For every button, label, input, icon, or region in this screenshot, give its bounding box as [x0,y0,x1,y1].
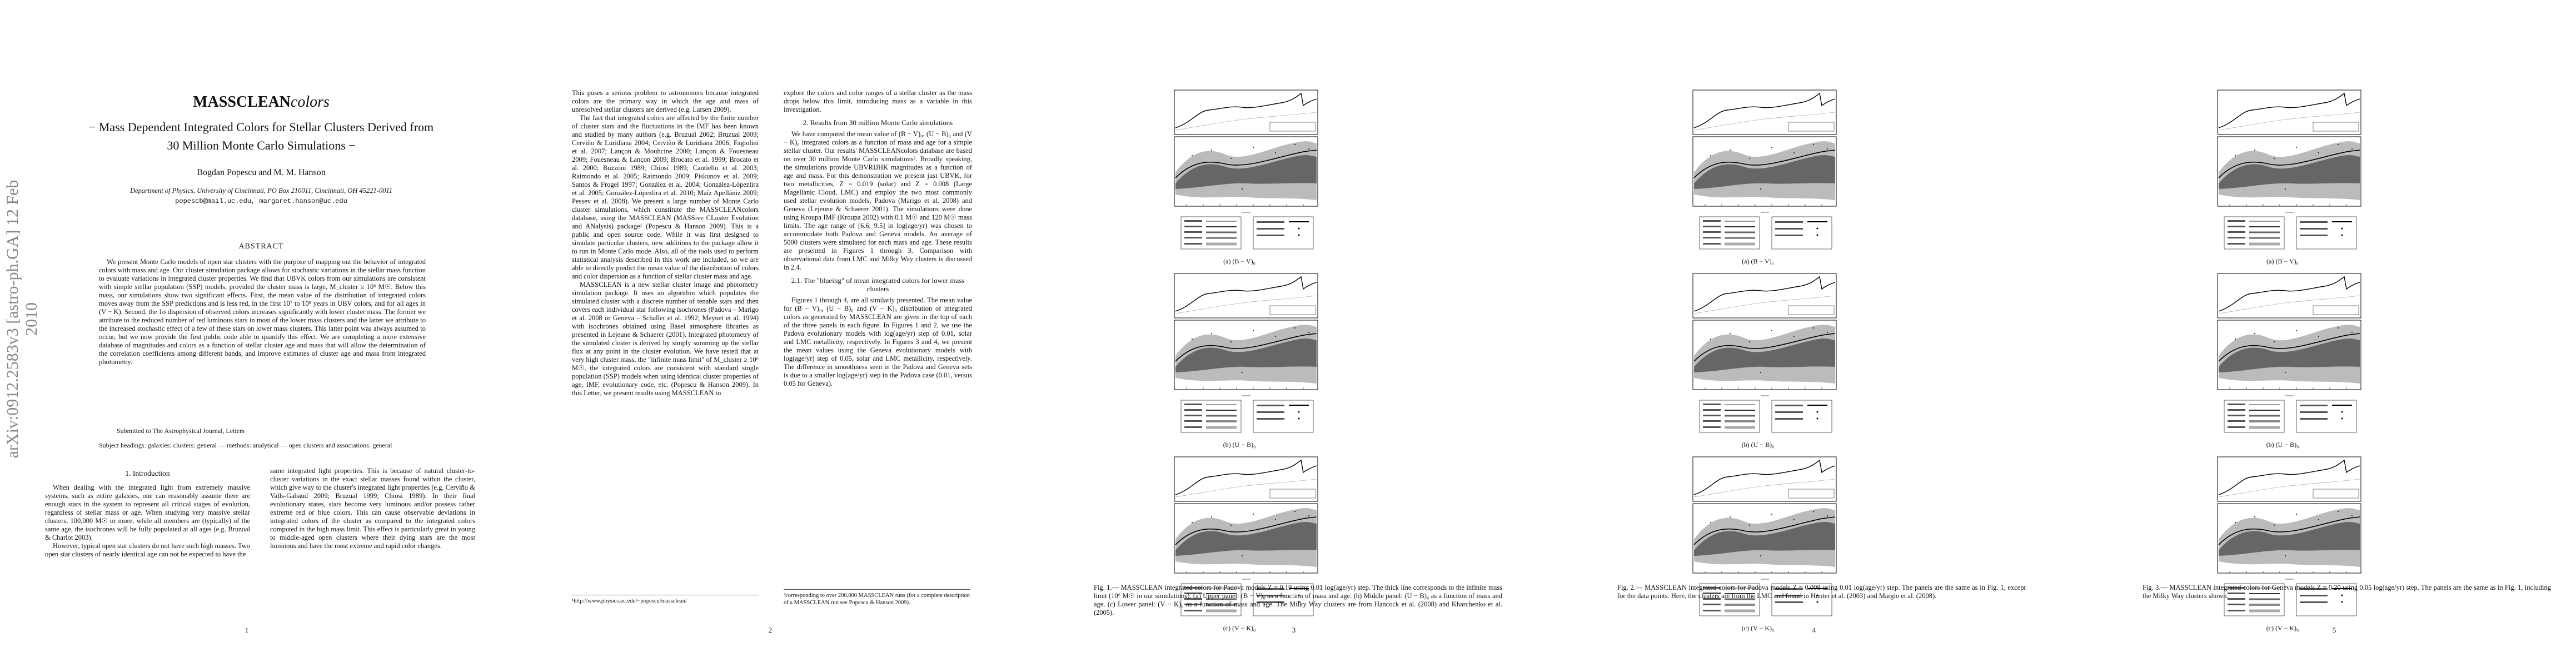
panel-caption: (a) (B − V)₀ [2266,257,2299,265]
paragraph: However, typical open star clusters do n… [45,542,250,558]
panel-caption: (c) (V − K)₀ [2266,624,2299,632]
affiliation: Department of Physics, University of Cin… [129,187,393,195]
page-number: 4 [1812,626,1816,634]
abstract: We present Monte Carlo models of open st… [99,258,426,366]
column: This poses a serious problem to astronom… [572,89,759,397]
paragraph: explore the colors and color ranges of a… [784,89,972,113]
figure-panel [1159,89,1320,258]
authors: Bogdan Popescu and M. M. Hanson [197,168,326,177]
column: same integrated light properties. This i… [270,467,475,550]
panel-caption: (c) (V − K)₀ [1223,624,1256,632]
plot [1693,273,1836,432]
plot [2218,273,2361,432]
figure-caption: Fig. 3.— MASSCLEAN integrated colors for… [2142,584,2551,600]
title-suffix: colors [290,93,330,111]
subject-headings: Subject headings: galaxies: clusters: ge… [99,441,392,449]
column: When dealing with the integrated light f… [45,484,250,559]
paragraph: Figures 1 through 4, are all similarly p… [784,296,972,387]
plot [1174,90,1318,249]
figure-caption: Fig. 2.— MASSCLEAN integrated colors for… [1617,584,2026,600]
panel-caption: (a) (B − V)₀ [1742,257,1774,265]
paragraph: This poses a serious problem to astronom… [572,89,759,113]
page-number: 1 [245,626,249,634]
panel-caption: (a) (B − V)₀ [1223,257,1255,265]
column: explore the colors and color ranges of a… [784,89,972,388]
paragraph: The fact that integrated colors are affe… [572,114,759,280]
figure-panel [1677,272,1838,442]
footnote: ¹http://www.physics.uc.edu/~popescu/mass… [572,595,759,605]
footnote: ²corresponding to over 200,000 MASSCLEAN… [784,589,970,606]
panel-caption: (c) (V − K)₀ [1741,624,1775,632]
section-heading: 1. Introduction [125,469,170,477]
paragraph: When dealing with the integrated light f… [45,484,250,541]
title-main: MASSCLEAN [193,93,291,111]
panel-caption: (b) (U − B)₀ [1223,441,1256,449]
panel-caption: (b) (U − B)₀ [1741,441,1775,449]
abstract-heading: ABSTRACT [238,242,284,251]
paragraph: same integrated light properties. This i… [270,467,475,550]
figure-panel [2202,89,2363,258]
figure-panel [1677,89,1838,258]
page-number: 3 [1292,626,1296,634]
emails: popescb@mail.uc.edu, margaret.hanson@uc.… [175,197,347,205]
title: MASSCLEANcolors [67,93,456,111]
figure-panel [1159,272,1320,442]
section-heading: 2.1. The "blueing" of mean integrated co… [791,276,965,293]
section-heading: 2. Results from 30 million Monte Carlo s… [803,118,953,127]
submitted: Submitted to The Astrophysical Journal, … [117,427,245,435]
page-number: 5 [2332,626,2336,634]
arxiv-id: arXiv:0912.2583v3 [astro-ph.GA] 12 Feb 2… [3,180,41,459]
paragraph: We have computed the mean value of (B − … [784,130,972,271]
panel-caption: (b) (U − B)₀ [2266,441,2299,449]
paragraph: MASSCLEAN is a new stellar cluster image… [572,281,759,397]
figure-panel [2202,272,2363,442]
figure-caption: Fig. 1.— MASSCLEAN integrated colors for… [1094,584,1502,616]
plot [1174,273,1318,432]
page-number: 2 [768,626,773,634]
plot [2218,90,2361,249]
plot [1693,90,1836,249]
subtitle: − Mass Dependent Integrated Colors for S… [88,120,434,152]
